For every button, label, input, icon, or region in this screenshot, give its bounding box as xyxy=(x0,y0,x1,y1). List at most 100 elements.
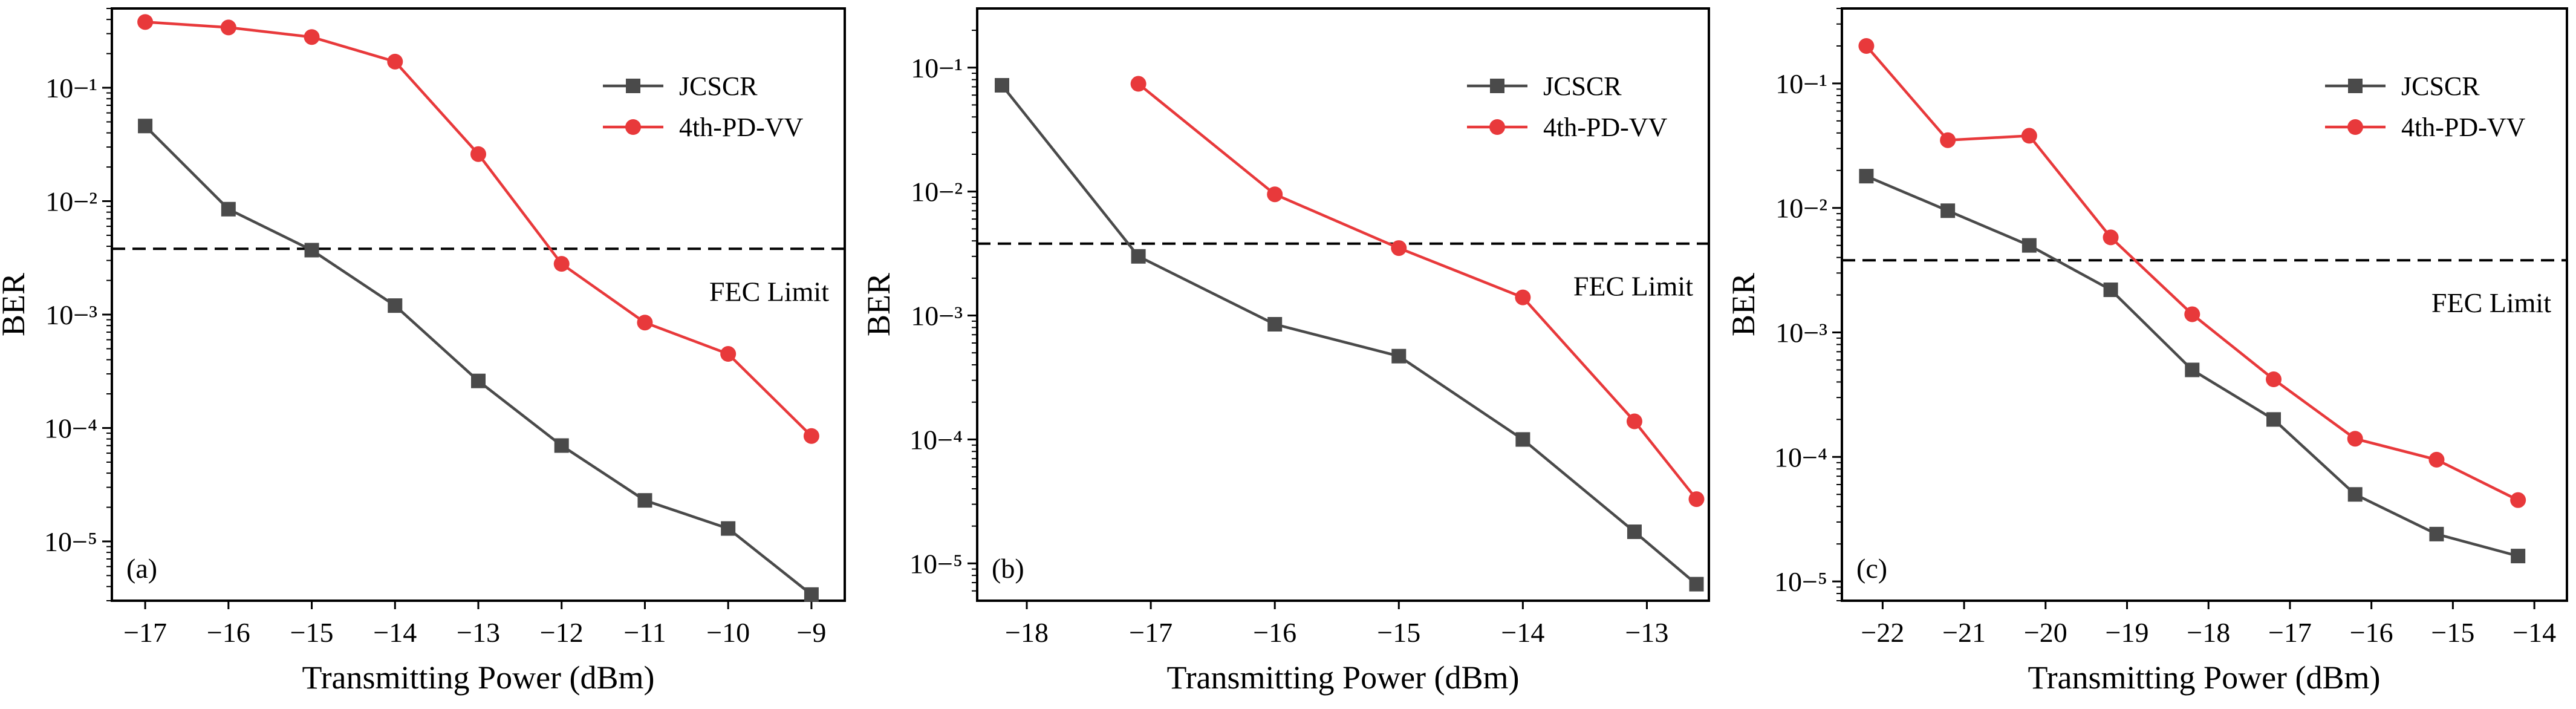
data-point-square xyxy=(304,243,319,258)
panel-b: −18 −17 −16 −15 −14 −13 10−⁵ 10−⁴ 10−³ 10−² 10−¹ Tr… xyxy=(860,7,1710,696)
series-line xyxy=(1137,82,1698,500)
y-tick-label: 10−¹ xyxy=(1775,68,1827,99)
data-point-square xyxy=(2185,362,2200,377)
x-tick-label: −20 xyxy=(2024,617,2067,648)
y-tick-label: 10−⁵ xyxy=(1774,566,1827,597)
y-tick-label: 10−⁵ xyxy=(909,548,963,579)
x-axis-title: Transmitting Power (dBm) xyxy=(302,659,654,696)
legend-marker-square xyxy=(1490,79,1504,93)
data-point-circle xyxy=(1858,38,1875,54)
x-tick-label: −10 xyxy=(706,617,750,648)
x-tick-label: −18 xyxy=(2187,617,2230,648)
panel-a: −17 −16 −15 −14 −13 −12 −11 −10 −9 10−⁵ 10−⁴ 10−³ 10… xyxy=(0,7,846,696)
data-point-square xyxy=(2021,238,2037,253)
data-point-square xyxy=(471,373,486,388)
data-point-circle xyxy=(1130,76,1147,92)
x-tick-label: −16 xyxy=(1253,617,1296,648)
x-tick-label: −11 xyxy=(623,617,666,648)
y-tick-label: 10−⁴ xyxy=(44,413,97,443)
x-tick-label: −21 xyxy=(1942,617,1986,648)
fec-limit-label: FEC Limit xyxy=(2431,287,2551,318)
x-tick-label: −14 xyxy=(2513,617,2556,648)
legend-label: JCSCR xyxy=(679,71,758,101)
x-tick-label: −14 xyxy=(1501,617,1544,648)
data-point-square xyxy=(2266,412,2282,427)
data-point-circle xyxy=(2103,229,2119,246)
x-tick-label: −19 xyxy=(2106,617,2149,648)
y-axis-title: BER xyxy=(860,273,897,336)
series-jcscr xyxy=(995,77,1704,592)
fec-limit-label: FEC Limit xyxy=(1573,271,1693,302)
data-point-circle xyxy=(1626,413,1642,430)
data-point-circle xyxy=(220,19,236,36)
fec-limit-label: FEC Limit xyxy=(709,276,829,307)
legend-marker-square xyxy=(626,79,640,93)
legend-entry: 4th-PD-VV xyxy=(1467,113,1668,142)
plot-frame xyxy=(1841,7,2568,602)
data-point-circle xyxy=(803,428,819,444)
legend-label: JCSCR xyxy=(1543,71,1622,101)
data-point-circle xyxy=(137,14,154,30)
x-tick-label: −13 xyxy=(1625,617,1668,648)
x-tick-label: −13 xyxy=(457,617,500,648)
x-tick-label: −16 xyxy=(207,617,250,648)
data-point-square xyxy=(554,438,569,453)
data-point-circle xyxy=(1688,491,1705,508)
data-point-square xyxy=(138,119,153,134)
data-point-circle xyxy=(1940,132,1956,148)
y-axis-title: BER xyxy=(1725,273,1761,336)
data-point-circle xyxy=(1515,289,1531,305)
data-point-square xyxy=(2511,549,2526,564)
data-point-circle xyxy=(2266,371,2282,388)
x-axis-title: Transmitting Power (dBm) xyxy=(2028,659,2380,696)
data-point-square xyxy=(1391,348,1407,364)
y-tick-label: 10−³ xyxy=(45,299,97,330)
x-tick-label: −15 xyxy=(2431,617,2474,648)
series-4th-pd-vv xyxy=(137,14,819,444)
data-point-square xyxy=(1515,432,1530,447)
x-tick-label: −22 xyxy=(1861,617,1904,648)
plot-frame xyxy=(976,7,1710,602)
data-point-square xyxy=(637,493,652,508)
legend-marker-circle xyxy=(625,119,641,135)
data-point-square xyxy=(2429,526,2444,541)
data-point-square xyxy=(1131,249,1146,264)
panel-label: (a) xyxy=(126,553,157,584)
data-point-square xyxy=(388,298,403,313)
data-point-square xyxy=(721,521,736,536)
y-tick-label: 10−² xyxy=(45,186,97,217)
legend-label: 4th-PD-VV xyxy=(1543,113,1668,142)
x-tick-label: −17 xyxy=(123,617,167,648)
series-4th-pd-vv xyxy=(1130,76,1705,508)
series-jcscr xyxy=(138,119,819,602)
series-line xyxy=(1001,84,1697,586)
series-jcscr xyxy=(1859,169,2526,564)
data-point-circle xyxy=(470,146,486,162)
x-tick-label: −14 xyxy=(373,617,417,648)
y-tick-label: 10−³ xyxy=(911,301,963,332)
x-tick-label: −18 xyxy=(1005,617,1049,648)
data-point-square xyxy=(2103,283,2118,298)
y-tick-label: 10−⁴ xyxy=(1774,442,1827,472)
data-point-circle xyxy=(553,256,570,272)
data-point-square xyxy=(1859,169,1874,184)
y-tick-label: 10−² xyxy=(911,177,963,207)
data-point-circle xyxy=(2184,306,2200,322)
x-tick-label: −12 xyxy=(540,617,584,648)
data-point-circle xyxy=(304,29,320,45)
data-point-circle xyxy=(720,346,737,362)
y-tick-label: 10−⁴ xyxy=(909,424,963,455)
panel-label: (b) xyxy=(992,553,1024,584)
legend-marker-circle xyxy=(2347,119,2363,135)
series-line xyxy=(144,125,813,596)
data-point-square xyxy=(1940,203,1956,218)
legend-marker-circle xyxy=(1489,119,1505,135)
data-point-square xyxy=(1267,317,1283,332)
x-tick-label: −17 xyxy=(1129,617,1173,648)
data-point-circle xyxy=(637,315,653,331)
x-tick-label: −17 xyxy=(2268,617,2312,648)
data-point-square xyxy=(995,77,1010,93)
legend-marker-square xyxy=(2348,79,2363,93)
legend-entry: JCSCR xyxy=(2325,71,2480,101)
